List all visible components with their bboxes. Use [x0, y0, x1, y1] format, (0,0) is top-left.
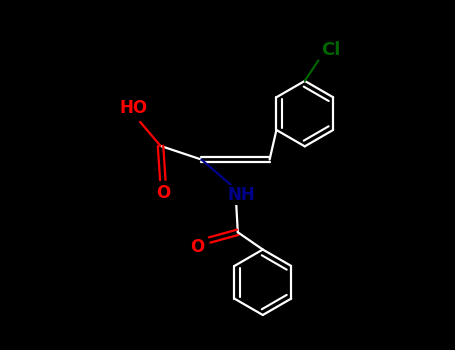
Text: Cl: Cl [321, 41, 340, 60]
Text: NH: NH [227, 186, 255, 204]
Text: O: O [156, 184, 170, 202]
Text: HO: HO [119, 99, 147, 117]
Text: O: O [190, 238, 204, 256]
